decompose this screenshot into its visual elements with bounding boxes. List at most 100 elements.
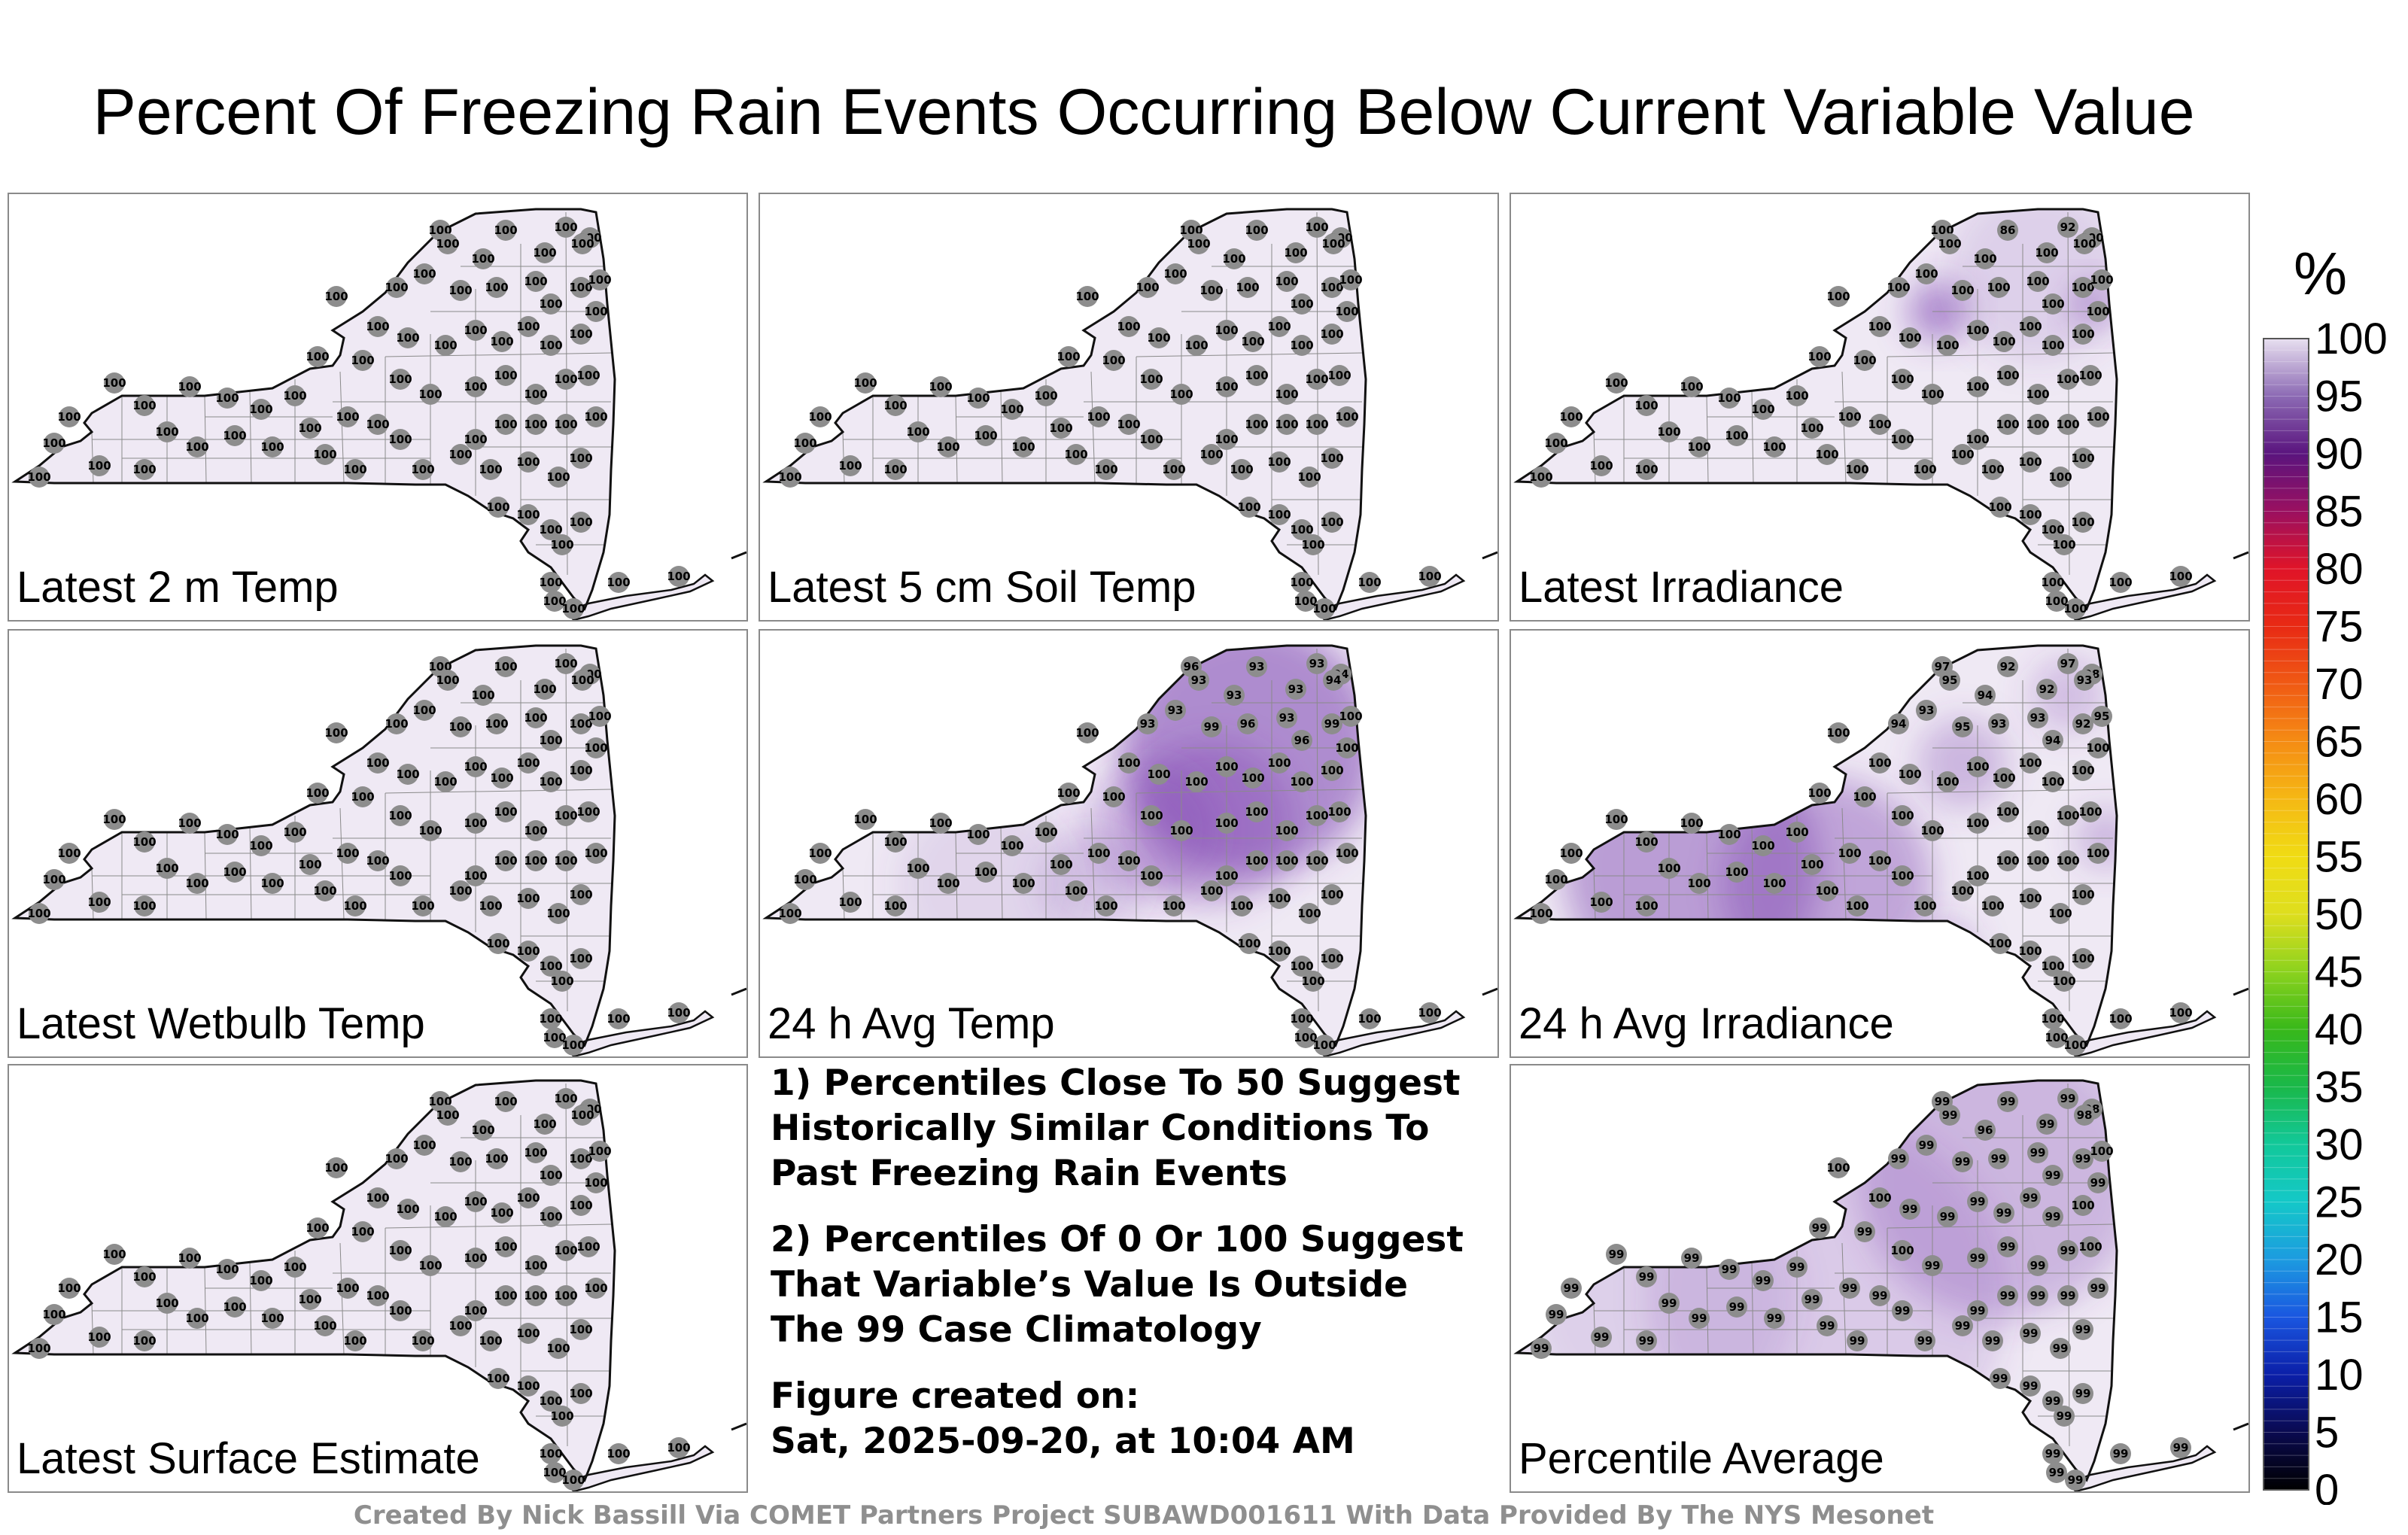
county-boundary [1000,390,1003,484]
station-marker [2042,1008,2063,1029]
long-island-border [2070,1445,2217,1491]
station-value: 100 [1241,335,1264,348]
colorbar-tick-label: 10 [2315,1351,2364,1400]
station-marker [104,809,125,830]
station-marker [1952,1151,1973,1172]
station-value: 100 [1335,305,1358,318]
station-value: 100 [494,223,517,237]
station-value: 100 [1215,324,1238,337]
station-marker [2027,414,2048,435]
note-percentiles-50: 1) Percentiles Close To 50 Suggest Histo… [771,1061,1485,1196]
station-value: 99 [1872,1289,1888,1302]
station-value: 99 [1942,1108,1958,1122]
county-boundary [249,390,252,484]
station-marker [2072,512,2093,533]
station-value: 100 [569,1199,592,1212]
station-marker [337,843,358,864]
station-value: 100 [569,281,592,294]
station-marker [157,858,178,879]
colorbar-tick-label: 85 [2315,488,2364,536]
station-marker [975,862,996,883]
county-boundary [1887,352,2114,357]
station-marker [1869,316,1890,337]
station-value: 100 [524,1289,547,1302]
station-value: 100 [570,237,594,251]
station-value: 99 [2039,1117,2055,1131]
station-value: 99 [1970,1304,1986,1318]
station-value: 100 [1920,824,1944,837]
station-marker [420,820,441,841]
station-value: 100 [2018,320,2042,333]
station-marker [2036,1114,2057,1135]
station-marker [1269,941,1290,962]
station-marker [465,320,486,341]
station-value: 100 [1301,974,1324,988]
long-island-fill [2072,1446,2215,1491]
station-value: 100 [569,717,592,731]
panel-label: 24 h Avg Temp [768,999,1055,1048]
station-marker [968,824,989,845]
station-value: 100 [906,862,929,875]
station-value: 100 [479,463,502,476]
station-value: 100 [1290,1012,1313,1026]
station-value: 100 [533,246,556,260]
station-marker [495,656,516,677]
station-value: 100 [883,463,907,476]
station-marker [585,1172,607,1193]
station-marker [1201,880,1222,901]
station-value: 100 [2063,602,2087,616]
station-marker [1291,1008,1312,1029]
long-island-border [2070,573,2217,620]
station-value: 99 [1534,1342,1549,1355]
station-marker [1321,884,1342,905]
station-value: 100 [464,433,487,446]
note-line: 2) Percentiles Of 0 Or 100 Suggest [771,1219,1464,1260]
station-value: 100 [494,418,517,431]
station-value: 100 [2071,764,2094,777]
station-value: 100 [2048,470,2072,484]
station-value: 100 [464,816,487,830]
station-value: 100 [1938,237,1961,251]
station-value: 92 [2060,220,2076,234]
station-value: 100 [1725,429,1748,442]
station-marker [1246,365,1267,386]
station-marker [1561,843,1582,864]
station-value: 100 [1267,944,1291,958]
station-marker [337,406,358,427]
station-value: 100 [588,710,611,723]
station-marker [386,713,407,734]
station-value: 99 [2000,1289,2016,1302]
station-marker [1606,372,1627,394]
station-value: 92 [2000,660,2016,673]
station-marker [1103,786,1124,807]
station-value: 100 [411,463,434,476]
station-value: 100 [561,602,585,616]
station-marker [299,1289,321,1310]
station-value: 93 [1227,688,1242,702]
station-value: 100 [471,688,494,702]
station-marker [2057,850,2078,871]
station-marker [1269,504,1290,525]
station-marker [555,369,576,390]
station-marker [1681,376,1702,397]
station-marker [1285,679,1306,700]
station-value: 100 [569,451,592,465]
station-marker [1329,365,1350,386]
station-value: 100 [336,410,359,424]
station-marker [552,971,573,992]
station-value: 100 [155,1296,178,1310]
station-marker [1997,1091,2018,1112]
station-marker [495,1236,516,1257]
station-marker [1899,1199,1920,1220]
station-value: 99 [2068,1473,2084,1487]
station-marker [1531,467,1552,488]
station-marker [390,805,411,826]
station-marker [518,888,539,909]
station-value: 100 [533,1117,556,1131]
station-marker [548,1338,569,1359]
station-value: 100 [1275,275,1298,288]
station-value: 100 [1544,436,1567,450]
station-value: 100 [584,305,607,318]
station-value: 100 [569,888,592,901]
